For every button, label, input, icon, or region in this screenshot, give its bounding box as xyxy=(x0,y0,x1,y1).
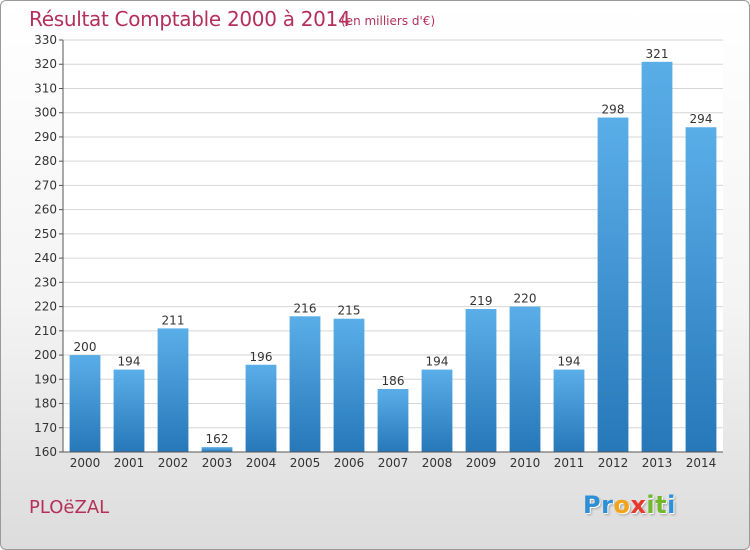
data-labels: 200 194 211 162 196 216 215 186 194 219 220 194 298 3… xyxy=(74,47,713,446)
chart-title: Résultat Comptable 2000 à 2014 xyxy=(29,7,351,31)
x-tick-label: 2000 xyxy=(70,456,101,470)
data-label: 196 xyxy=(250,350,273,364)
data-label: 219 xyxy=(470,294,493,308)
logo-letter: o xyxy=(613,491,631,519)
y-tick-label: 180 xyxy=(34,397,57,411)
y-tick-label: 320 xyxy=(34,57,57,71)
x-tick-label: 2012 xyxy=(598,456,629,470)
logo-letter: i xyxy=(646,491,656,519)
x-tick-label: 2010 xyxy=(510,456,541,470)
y-tick-label: 290 xyxy=(34,130,57,144)
y-tick-label: 260 xyxy=(34,203,57,217)
bar-2000 xyxy=(69,355,101,452)
y-tick-label: 310 xyxy=(34,81,57,95)
bar-2007 xyxy=(377,388,409,452)
data-label: 200 xyxy=(74,340,97,354)
x-tick-label: 2005 xyxy=(290,456,321,470)
x-tick-label: 2001 xyxy=(114,456,145,470)
y-axis-labels: 160 170 180 190 200 210 220 230 240 250 260 270 280 2… xyxy=(34,33,63,459)
bar-2008 xyxy=(421,369,453,452)
y-tick-label: 230 xyxy=(34,275,57,289)
data-label: 194 xyxy=(118,355,141,369)
bar-2009 xyxy=(465,309,497,452)
data-label: 215 xyxy=(338,304,361,318)
y-tick-label: 170 xyxy=(34,421,57,435)
y-tick-label: 250 xyxy=(34,227,57,241)
data-label: 294 xyxy=(690,112,713,126)
logo-letter: i xyxy=(667,491,676,519)
y-tick-label: 240 xyxy=(34,251,57,265)
y-tick-label: 160 xyxy=(34,445,57,459)
y-tick-label: 210 xyxy=(34,324,57,338)
data-label: 194 xyxy=(426,355,449,369)
data-label: 162 xyxy=(206,432,229,446)
bar-2001 xyxy=(113,369,145,452)
chart-subtitle: (en milliers d'€) xyxy=(341,14,436,28)
bar-2005 xyxy=(289,316,321,452)
data-label: 194 xyxy=(558,355,581,369)
logo-letter: P xyxy=(583,491,602,519)
logo-letter: t xyxy=(655,491,668,519)
x-tick-label: 2004 xyxy=(246,456,277,470)
x-tick-label: 2002 xyxy=(158,456,189,470)
bar-2010 xyxy=(509,306,541,452)
x-tick-label: 2014 xyxy=(686,456,717,470)
x-tick-label: 2013 xyxy=(642,456,673,470)
bar-2011 xyxy=(553,369,585,452)
y-tick-label: 300 xyxy=(34,106,57,120)
data-label: 186 xyxy=(382,374,405,388)
x-tick-label: 2009 xyxy=(466,456,497,470)
commune-name: PLOëZAL xyxy=(29,497,110,518)
data-label: 211 xyxy=(162,313,185,327)
bar-2003 xyxy=(201,447,233,452)
proxiti-logo: Proxiti xyxy=(583,491,676,519)
bar-2013 xyxy=(641,61,673,452)
x-axis-labels: 2000 2001 2002 2003 2004 2005 2006 2007 2008 2009… xyxy=(70,456,717,470)
data-label: 298 xyxy=(602,103,625,117)
logo-letter: r xyxy=(601,491,614,519)
data-label: 216 xyxy=(294,301,317,315)
bar-2012 xyxy=(597,117,629,452)
x-tick-label: 2006 xyxy=(334,456,365,470)
data-label: 321 xyxy=(646,47,669,61)
logo-letter: x xyxy=(630,491,647,519)
x-tick-label: 2011 xyxy=(554,456,585,470)
y-tick-label: 200 xyxy=(34,348,57,362)
y-tick-label: 190 xyxy=(34,372,57,386)
y-tick-label: 270 xyxy=(34,178,57,192)
x-tick-label: 2007 xyxy=(378,456,409,470)
bar-2002 xyxy=(157,328,189,452)
y-tick-label: 330 xyxy=(34,33,57,47)
data-label: 220 xyxy=(514,292,537,306)
x-tick-label: 2008 xyxy=(422,456,453,470)
bar-2004 xyxy=(245,364,277,452)
y-tick-label: 280 xyxy=(34,154,57,168)
y-tick-label: 220 xyxy=(34,300,57,314)
bar-2014 xyxy=(685,127,717,452)
bar-2006 xyxy=(333,318,365,452)
x-tick-label: 2003 xyxy=(202,456,233,470)
bars xyxy=(69,61,717,452)
